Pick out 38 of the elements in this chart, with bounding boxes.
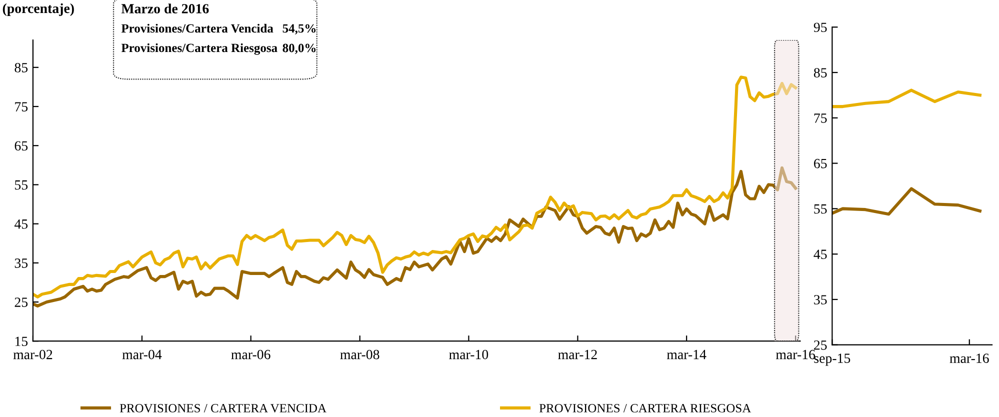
y-tick-label: 65 [14, 141, 28, 151]
text: Provisiones/Cartera Vencida [121, 24, 274, 33]
y-tick-label: 65 [814, 158, 827, 168]
y-tick-label: 55 [814, 204, 827, 214]
x-tick-label: sep-15 [814, 354, 850, 366]
annotation: 80,0% [282, 44, 316, 54]
x-tick-label: mar-10 [449, 350, 488, 360]
legend-label: PROVISIONES / CARTERA VENCIDA [120, 404, 326, 412]
x-tick-label: mar-16 [776, 350, 816, 360]
y-tick-label: 85 [14, 62, 28, 72]
y-tick-label: 75 [814, 114, 827, 123]
y-tick-label: 45 [14, 219, 28, 229]
x-tick-label: mar-06 [231, 350, 270, 360]
x-tick-label: mar-02 [13, 350, 52, 360]
annotation: Provisiones/Cartera Riesgosa [121, 43, 278, 55]
text: Marzo de 2016 [121, 4, 209, 14]
y-tick-label: 55 [15, 180, 28, 190]
y-tick-label: 45 [814, 250, 827, 260]
x-tick-label: mar-04 [122, 350, 162, 360]
text: 54,5% [282, 24, 316, 34]
y-tick-label: 85 [814, 68, 827, 78]
y-tick-label: 15 [15, 336, 28, 346]
y-tick-label: 25 [14, 298, 28, 307]
x-tick-label: mar-08 [340, 350, 380, 360]
y-tick-label: 35 [814, 295, 827, 304]
y-tick-label: 25 [814, 340, 827, 350]
legend-label: PROVISIONES / CARTERA RIESGOSA [539, 404, 752, 412]
line-series [832, 88, 982, 108]
line-series [32, 76, 798, 298]
line-series [832, 187, 982, 216]
line-series [32, 166, 798, 308]
x-tick-label: mar-12 [558, 350, 597, 360]
y-tick-label: 95 [814, 22, 827, 32]
x-tick-label: mar-16 [950, 354, 989, 363]
y-axis-title: (porcentaje) [2, 3, 74, 16]
y-tick-label: 35 [14, 258, 28, 268]
y-tick-label: 75 [15, 102, 28, 112]
x-tick-label: mar-14 [666, 350, 706, 360]
